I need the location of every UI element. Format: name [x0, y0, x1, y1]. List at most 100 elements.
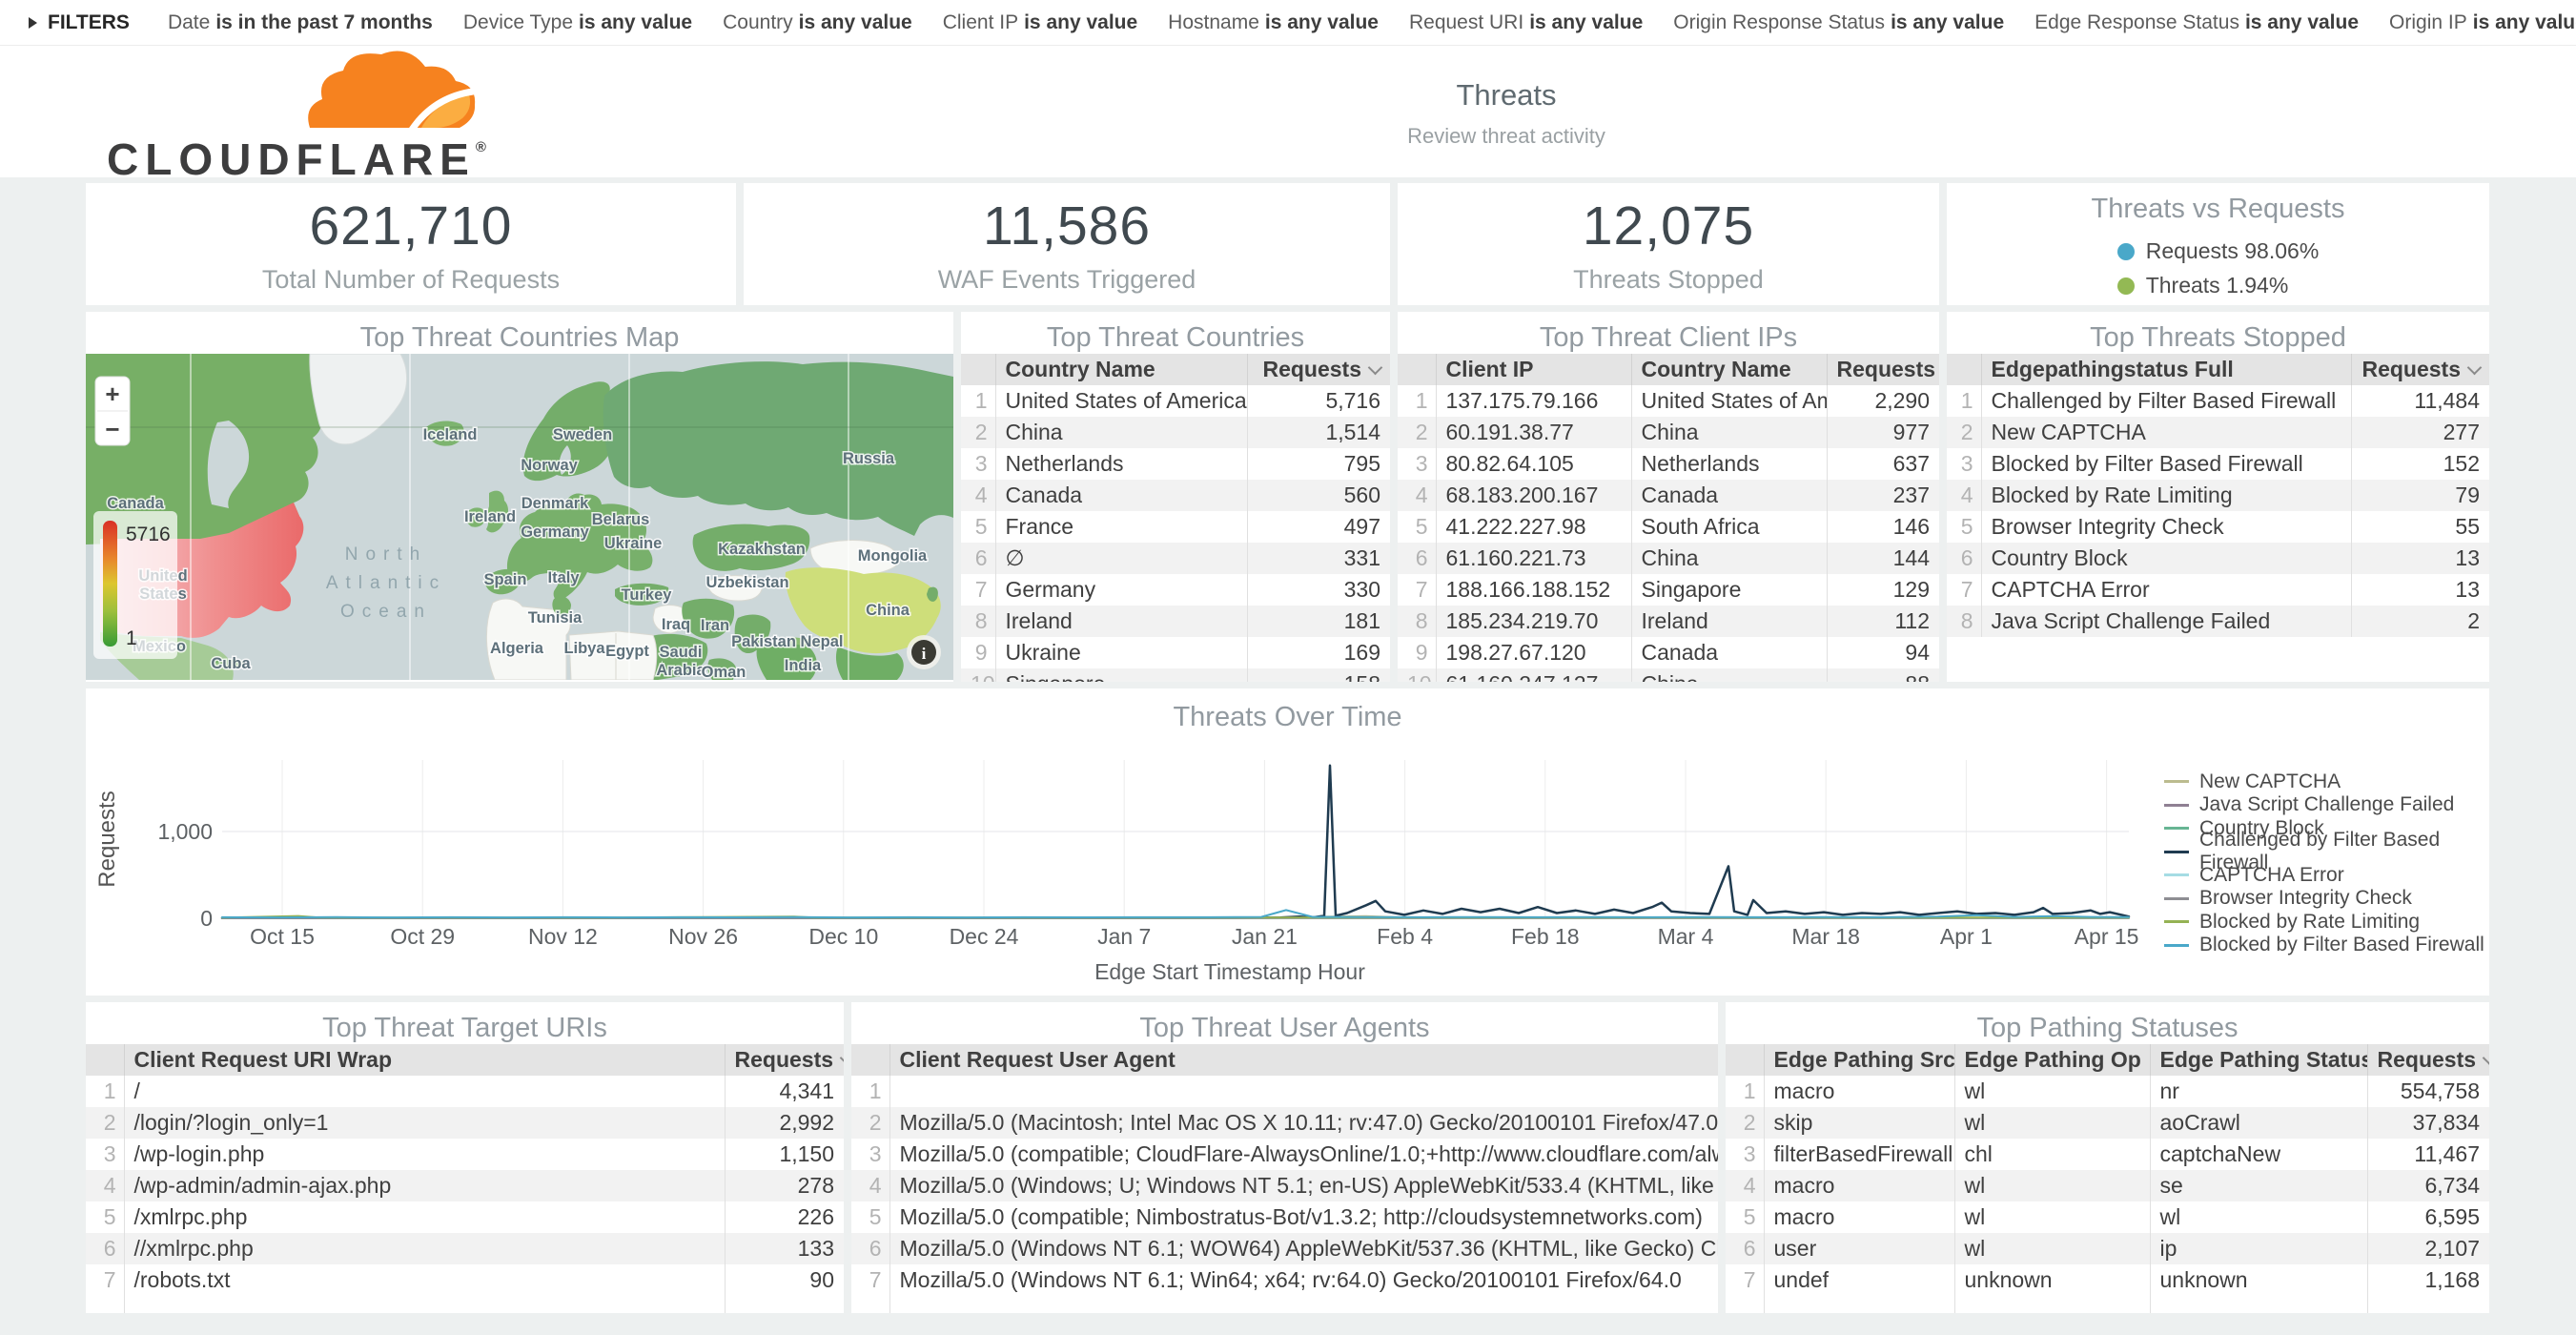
- legend-label: CAPTCHA Error: [2199, 863, 2344, 886]
- column-header[interactable]: Requests: [1826, 354, 1939, 385]
- table-cell: 169: [1246, 637, 1390, 668]
- chart-text: Edge Start Timestamp Hour: [1094, 959, 1365, 984]
- table-cell: 237: [1826, 480, 1939, 511]
- table-cell: 13: [2350, 574, 2489, 606]
- chart-legend-item[interactable]: CAPTCHA Error: [2164, 863, 2489, 886]
- table-cell: wl: [1953, 1233, 2150, 1264]
- legend-item[interactable]: Requests 98.06%: [2116, 238, 2319, 264]
- table-cell: United States of America: [1630, 385, 1827, 417]
- row-number-cell: 8: [1398, 606, 1436, 637]
- filter-item[interactable]: Edge Response Status is any value: [2034, 11, 2359, 34]
- map-zoom-in-button[interactable]: +: [105, 380, 119, 408]
- filter-item[interactable]: Origin IP is any value: [2389, 11, 2576, 34]
- chart-legend-item[interactable]: Blocked by Rate Limiting: [2164, 911, 2489, 933]
- table-cell: [2366, 1296, 2489, 1313]
- map-zoom-out-button[interactable]: −: [105, 415, 119, 443]
- table-cell: 94: [1826, 637, 1939, 668]
- table-cell: 560: [1246, 480, 1390, 511]
- cuba-shape: [214, 657, 246, 667]
- row-number-cell: 2: [1947, 417, 1981, 448]
- column-header[interactable]: Requests: [1246, 354, 1390, 385]
- column-header[interactable]: Requests: [724, 1044, 844, 1076]
- filter-field-value: is any value: [579, 10, 693, 33]
- cloudflare-wordmark: CLOUDFLARE®: [107, 134, 486, 184]
- row-number-cell: 2: [961, 417, 995, 448]
- table-cell: 795: [1246, 448, 1390, 480]
- row-number-cell: 7: [1947, 574, 1981, 606]
- table-cell: 1,168: [2366, 1264, 2489, 1296]
- chart-legend-item[interactable]: Challenged by Filter Based Firewall: [2164, 829, 2489, 873]
- table-row: 8 Java Script Challenge Failed 2: [1947, 606, 2489, 637]
- chart-legend-item[interactable]: Java Script Challenge Failed: [2164, 793, 2489, 815]
- dashboard-header: CLOUDFLARE® Threats Review threat activi…: [0, 46, 2576, 184]
- filter-field-label: Device Type: [462, 10, 574, 33]
- threats-vs-requests-card: Threats vs Requests Requests 98.06% Threa…: [1947, 183, 2489, 305]
- column-header: Client Request URI Wrap: [123, 1044, 725, 1076]
- chart-text: Oct 15: [250, 924, 315, 949]
- top-pathing-statuses-card: Top Pathing Statuses Edge Pathing Src Edge…: [1726, 1002, 2489, 1313]
- row-number-cell: 6: [1947, 543, 1981, 574]
- filter-item[interactable]: Origin Response Status is any value: [1673, 11, 2004, 34]
- chart-legend-item[interactable]: Blocked by Filter Based Firewall: [2164, 934, 2489, 955]
- table-cell: aoCrawl: [2149, 1107, 2367, 1139]
- chart-legend-item[interactable]: Country Block: [2164, 817, 2489, 839]
- filter-item[interactable]: Request URI is any value: [1409, 11, 1643, 34]
- map-country-label: Belarus: [592, 511, 650, 528]
- uk-shape: [486, 490, 509, 533]
- table-row: 4 macro wl se 6,734: [1726, 1170, 2489, 1202]
- table-cell: [851, 1296, 889, 1313]
- table-cell: [1953, 1296, 2150, 1313]
- map-country-label: Ukraine: [604, 535, 663, 552]
- filter-item[interactable]: Device Type is any value: [463, 11, 692, 34]
- table-cell: Singapore: [1630, 574, 1827, 606]
- table-cell: Blocked by Filter Based Firewall: [1980, 448, 2351, 480]
- table-row: 6 Country Block 13: [1947, 543, 2489, 574]
- page-title: Threats: [1456, 78, 1557, 112]
- legend-line-icon: [2164, 920, 2189, 924]
- table-cell: /: [123, 1076, 725, 1107]
- chart-legend-item[interactable]: Browser Integrity Check: [2164, 887, 2489, 909]
- legend-line-icon: [2164, 873, 2189, 877]
- kpi-value: 12,075: [1582, 195, 1755, 257]
- row-number-header: [1947, 354, 1981, 385]
- table-row: 5 Browser Integrity Check 55: [1947, 511, 2489, 543]
- filter-item[interactable]: Hostname is any value: [1168, 11, 1379, 34]
- column-header[interactable]: Requests: [2350, 354, 2489, 385]
- table-filler-row: [86, 1296, 844, 1313]
- table-cell: /xmlrpc.php: [123, 1202, 725, 1233]
- chart-legend-item[interactable]: New CAPTCHA: [2164, 770, 2489, 792]
- row-number-cell: 4: [1947, 480, 1981, 511]
- threats-over-time-chart[interactable]: Oct 15 Oct 29 Nov 12 Nov 26 Dec 10 Dec 24 Jan …: [86, 688, 2489, 996]
- row-number-cell: 2: [86, 1107, 124, 1139]
- column-header[interactable]: Requests: [2366, 1044, 2489, 1076]
- table-row: 2 New CAPTCHA 277: [1947, 417, 2489, 448]
- filters-toggle[interactable]: FILTERS: [29, 11, 130, 34]
- top-threat-client-ips-card: Top Threat Client IPs Client IP Country Na…: [1398, 312, 1939, 682]
- row-number-cell: 7: [961, 574, 995, 606]
- chart-text: Requests: [94, 791, 120, 887]
- kpi-row: 621,710 Total Number of Requests 11,586 WAF…: [86, 183, 2489, 305]
- filter-item[interactable]: Client IP is any value: [943, 11, 1137, 34]
- row-number-header: [1726, 1044, 1764, 1076]
- column-header: Edge Pathing Status: [2149, 1044, 2367, 1076]
- filter-item[interactable]: Country is any value: [723, 11, 912, 34]
- table-cell: [2149, 1296, 2367, 1313]
- table-row: 1061.160.247.127China88: [1398, 668, 1939, 682]
- legend-item[interactable]: Threats 1.94%: [2116, 273, 2320, 298]
- legend-line-icon: [2164, 803, 2189, 807]
- oman-shape: [707, 658, 736, 680]
- row-number-cell: 1: [961, 385, 995, 417]
- table-cell: 181: [1246, 606, 1390, 637]
- map-info-icon[interactable]: i: [907, 635, 941, 669]
- row-number-header: [86, 1044, 124, 1076]
- column-header: Country Name: [994, 354, 1247, 385]
- filter-item[interactable]: Date is in the past 7 months: [168, 11, 433, 34]
- table-cell: 144: [1826, 543, 1939, 574]
- filter-field-label: Edge Response Status: [2034, 10, 2239, 33]
- table-cell: 41.222.227.98: [1435, 511, 1631, 543]
- row-number-cell: 9: [1398, 637, 1436, 668]
- legend-dot-icon: [2116, 242, 2135, 260]
- table-cell: unknown: [1953, 1264, 2150, 1296]
- table-cell: 129: [1826, 574, 1939, 606]
